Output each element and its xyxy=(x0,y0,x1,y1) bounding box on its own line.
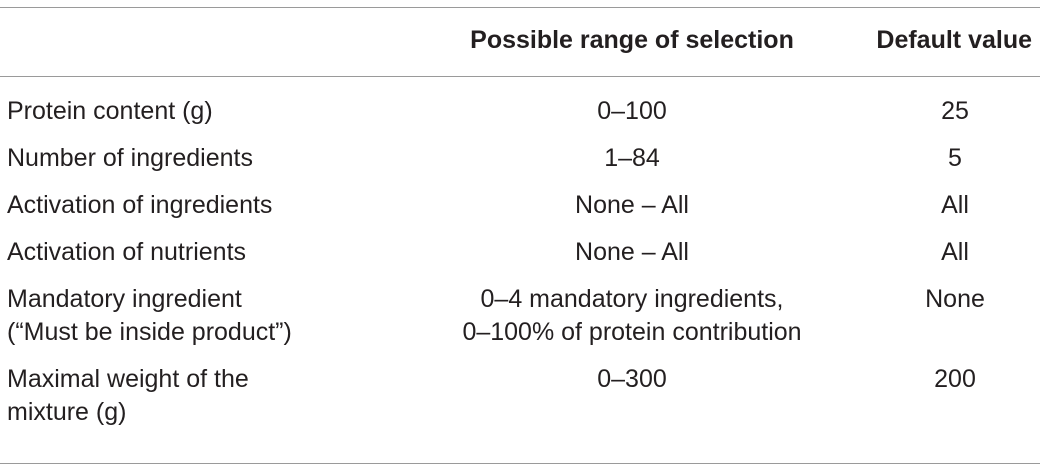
default-cell: None xyxy=(925,285,985,313)
header-parameter xyxy=(0,0,370,79)
range-cell: 0–4 mandatory ingredients, 0–100% of prot… xyxy=(462,285,802,346)
range-cell: None – All xyxy=(575,191,689,219)
header-default: Default value xyxy=(876,26,1032,54)
default-cell: All xyxy=(941,238,969,266)
table-row: Number of ingredients 1–84 5 xyxy=(0,128,1040,175)
parameter-cell: Protein content (g) xyxy=(7,97,213,125)
table-row: Maximal weight of the mixture (g) 0–300 2… xyxy=(0,349,1040,429)
range-cell: 0–100 xyxy=(597,97,667,125)
header-range: Possible range of selection xyxy=(470,26,794,54)
header-row: Possible range of selection Default valu… xyxy=(0,0,1040,79)
parameter-cell: Number of ingredients xyxy=(7,144,253,172)
range-cell: 1–84 xyxy=(604,144,660,172)
table-row: Activation of nutrients None – All All xyxy=(0,222,1040,269)
table-header-rule xyxy=(0,76,1040,77)
parameter-cell: Activation of nutrients xyxy=(7,238,247,266)
default-cell: 5 xyxy=(948,144,962,172)
default-cell: 200 xyxy=(934,365,976,393)
parameter-cell: Activation of ingredients xyxy=(7,191,273,219)
table-row: Mandatory ingredient (“Must be inside pro… xyxy=(0,269,1040,349)
default-cell: All xyxy=(941,191,969,219)
parameter-cell: Mandatory ingredient (“Must be inside pro… xyxy=(7,285,292,346)
range-cell: None – All xyxy=(575,238,689,266)
table-top-rule xyxy=(0,7,1040,8)
range-cell: 0–300 xyxy=(597,365,667,393)
settings-table: Possible range of selection Default valu… xyxy=(0,0,1040,429)
parameter-cell: Maximal weight of the mixture (g) xyxy=(7,365,249,426)
default-cell: 25 xyxy=(941,97,969,125)
table-bottom-rule xyxy=(0,463,1040,464)
table-row: Activation of ingredients None – All All xyxy=(0,175,1040,222)
table-row: Protein content (g) 0–100 25 xyxy=(0,79,1040,128)
